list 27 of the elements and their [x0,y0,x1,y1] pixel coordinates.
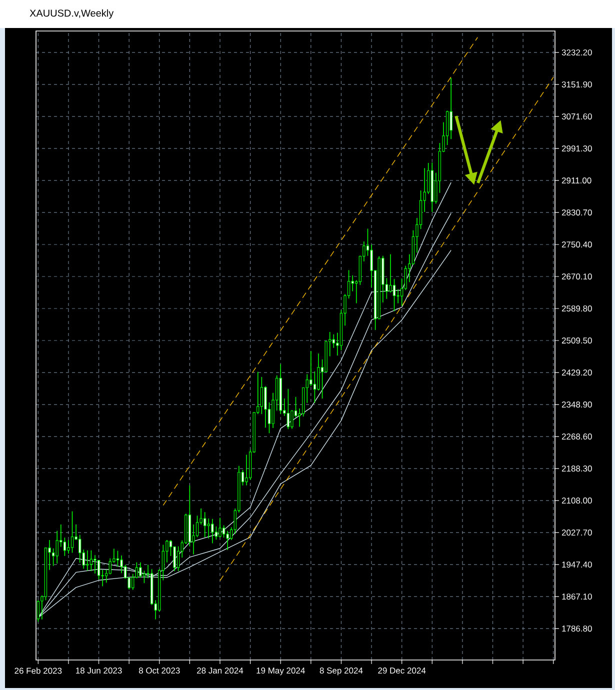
chart-title: XAUUSD.v,Weekly [30,9,114,19]
y-tick-label: 2991.30 [562,145,592,152]
x-tick-label: 28 Jan 2024 [197,668,244,674]
y-tick-label: 2911.00 [562,177,592,184]
y-tick-label: 2750.40 [562,241,592,248]
y-tick-label: 3071.60 [562,113,592,120]
y-tick-label: 3151.90 [562,81,592,88]
x-tick-label: 26 Feb 2023 [14,668,62,674]
y-tick-label: 2830.70 [562,209,592,216]
x-tick-label: 18 Jun 2023 [76,668,122,674]
x-tick-label: 8 Sep 2024 [320,668,363,676]
y-tick-label: 2429.20 [562,370,592,376]
y-tick-label: 2670.10 [562,273,592,280]
y-tick-label: 2027.70 [562,530,592,536]
y-tick-label: 2268.60 [562,434,592,440]
y-tick-label: 2188.30 [562,466,592,472]
y-tick-label: 2589.80 [562,306,592,312]
y-tick-label: 2348.90 [562,402,592,408]
y-tick-label: 2108.00 [562,498,592,504]
x-tick-label: 8 Oct 2023 [138,668,180,674]
y-tick-label: 1947.40 [562,562,592,568]
x-tick-label: 29 Dec 2024 [378,668,426,674]
x-tick-label: 19 May 2024 [256,668,305,676]
y-tick-label: 2509.50 [562,338,592,344]
y-tick-label: 1867.10 [562,594,592,600]
y-tick-label: 3232.20 [562,49,592,56]
y-tick-label: 1786.80 [562,626,592,632]
